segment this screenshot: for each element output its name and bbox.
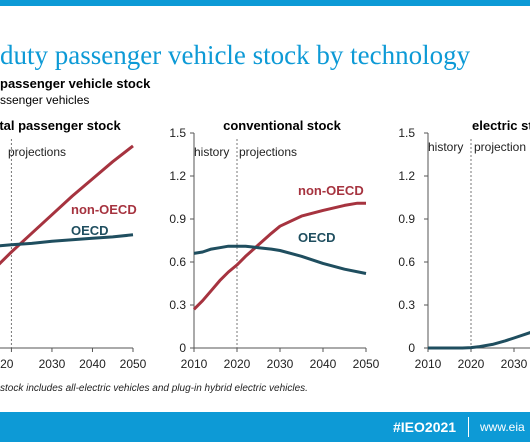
slide-title: duty passenger vehicle stock by technolo… xyxy=(0,40,471,70)
y-tick-label: 0.6 xyxy=(398,255,415,269)
y-tick-label: 0.3 xyxy=(398,298,415,312)
footer-link[interactable]: www.eia xyxy=(480,420,525,434)
x-tick-label: 2030 xyxy=(501,357,528,371)
series-label-oecd: OECD xyxy=(71,223,109,238)
x-tick-label: 2050 xyxy=(353,357,380,371)
footer-bar: #IEO2021 www.eia xyxy=(0,412,530,442)
series-label-oecd: OECD xyxy=(298,230,336,245)
x-tick-label: 020 xyxy=(0,357,14,371)
y-tick-label: 0 xyxy=(408,341,415,355)
x-tick-label: 2050 xyxy=(120,357,147,371)
x-tick-label: 2030 xyxy=(39,357,66,371)
y-tick-label: 0.9 xyxy=(398,212,415,226)
y-tick-label: 1.2 xyxy=(398,169,415,183)
annotation-projections: projections xyxy=(239,145,297,159)
y-tick-label: 1.5 xyxy=(169,126,186,140)
x-tick-label: 2010 xyxy=(181,357,208,371)
annotation-projection: projection xyxy=(474,140,526,154)
annotation-history: history xyxy=(194,145,229,159)
series-line-non-oecd xyxy=(0,144,134,266)
x-tick-label: 2010 xyxy=(415,357,442,371)
x-tick-label: 2020 xyxy=(224,357,251,371)
panel-title-1: tal passenger stock xyxy=(0,118,121,133)
series-label-non-oecd: non-OECD xyxy=(71,202,137,217)
footnote: stock includes all-electric vehicles and… xyxy=(0,383,308,394)
chart-title: passenger vehicle stock xyxy=(0,76,151,91)
y-tick-label: 0 xyxy=(179,341,186,355)
panel-title-2: conventional stock xyxy=(223,118,342,133)
series-line-non-oecd xyxy=(192,201,366,311)
y-tick-label: 0.3 xyxy=(169,298,186,312)
top-accent-bar xyxy=(0,0,530,6)
x-tick-label: 2040 xyxy=(310,357,337,371)
series-line-oecd xyxy=(193,244,367,275)
y-tick-label: 0.9 xyxy=(169,212,186,226)
series-line-oecd xyxy=(0,233,134,248)
y-tick-label: 1.5 xyxy=(398,126,415,140)
x-tick-label: 2030 xyxy=(267,357,294,371)
footer-hashtag: #IEO2021 xyxy=(393,419,457,435)
annotation-history: history xyxy=(428,140,463,154)
series-label-non-oecd: non-OECD xyxy=(298,183,364,198)
series-line-electric xyxy=(428,331,530,350)
y-tick-label: 1.2 xyxy=(169,169,186,183)
x-tick-label: 2020 xyxy=(458,357,485,371)
annotation-projections: projections xyxy=(8,145,66,159)
panel-title-3: electric st xyxy=(472,118,530,133)
y-tick-label: 0.6 xyxy=(169,255,186,269)
chart-subtitle: ssenger vehicles xyxy=(0,93,90,107)
x-tick-label: 2040 xyxy=(79,357,106,371)
footer-divider xyxy=(468,417,469,437)
